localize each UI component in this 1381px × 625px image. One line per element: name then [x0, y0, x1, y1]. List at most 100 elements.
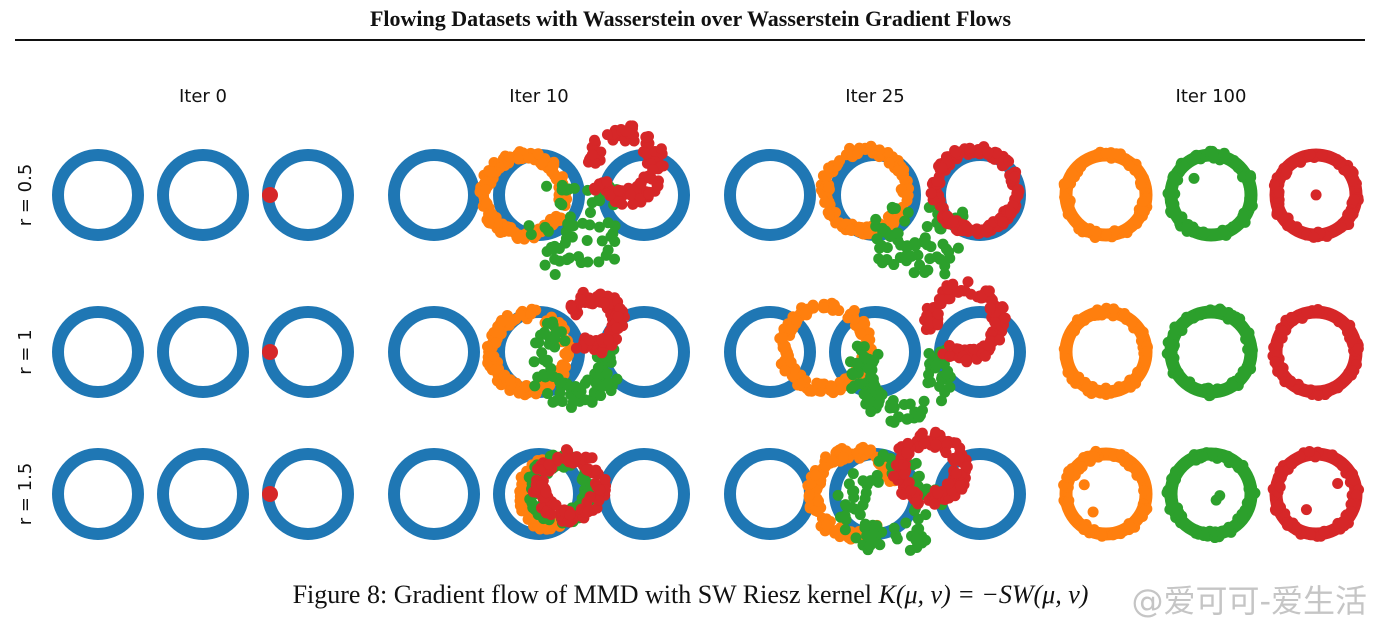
particle	[595, 146, 607, 158]
particle	[1178, 161, 1190, 173]
particle	[586, 197, 598, 209]
particle	[611, 322, 623, 334]
target-ring	[724, 306, 816, 398]
particle	[991, 147, 1003, 159]
particle	[1075, 159, 1087, 171]
particle	[1198, 529, 1210, 541]
particle	[1011, 190, 1023, 202]
particle	[582, 374, 594, 386]
particle	[586, 149, 598, 161]
particle	[559, 335, 571, 347]
particle	[1164, 196, 1176, 208]
particle	[1110, 148, 1122, 160]
particle	[1071, 314, 1083, 326]
particle	[570, 380, 582, 392]
particle	[882, 146, 894, 158]
particle	[1118, 310, 1130, 322]
particle	[989, 317, 1001, 329]
particle	[646, 173, 658, 185]
particle	[1069, 325, 1081, 337]
particle	[851, 357, 863, 369]
particle	[1090, 225, 1102, 237]
particle	[529, 380, 541, 392]
target-ring	[52, 306, 144, 398]
particle	[1336, 460, 1348, 472]
target-ring	[157, 306, 249, 398]
particle	[849, 503, 861, 515]
particle	[1078, 523, 1090, 535]
particle	[855, 443, 867, 455]
initial-particles	[262, 187, 278, 203]
particle	[1327, 309, 1339, 321]
particle	[581, 464, 593, 476]
particle	[1303, 445, 1315, 457]
particle	[960, 354, 972, 366]
particle	[785, 356, 797, 368]
particle	[635, 178, 647, 190]
particle	[859, 318, 871, 330]
particle	[490, 337, 502, 349]
particle	[1272, 366, 1284, 378]
particle	[603, 377, 615, 389]
caption-label: Figure 8:	[292, 580, 388, 609]
particle	[1198, 227, 1210, 239]
particle	[857, 475, 869, 487]
particle	[612, 311, 624, 323]
particle	[592, 362, 604, 374]
particle	[1131, 165, 1143, 177]
particle	[604, 189, 616, 201]
particle	[1345, 506, 1357, 518]
particle	[1276, 332, 1288, 344]
particle	[968, 343, 980, 355]
column-title: Iter 25	[845, 86, 904, 107]
particle	[874, 144, 886, 156]
particle	[584, 491, 596, 503]
particle	[1078, 479, 1090, 491]
particle	[1340, 372, 1352, 384]
particle	[901, 189, 913, 201]
particle	[1352, 343, 1364, 355]
initial-particles	[262, 344, 278, 360]
particle	[908, 267, 920, 279]
particle	[598, 297, 610, 309]
particle	[609, 220, 621, 232]
particle	[855, 327, 867, 339]
particle	[940, 447, 952, 459]
particle	[865, 371, 877, 383]
particle	[1285, 311, 1297, 323]
particle	[888, 218, 900, 230]
particle	[888, 259, 900, 271]
particle	[868, 379, 880, 391]
particle	[582, 256, 594, 268]
particle	[931, 251, 943, 263]
particle	[1318, 525, 1330, 537]
particle	[564, 509, 576, 521]
target-ring	[262, 306, 354, 398]
particle	[1062, 497, 1074, 509]
particle	[1121, 227, 1133, 239]
particle	[593, 256, 605, 268]
target-ring	[52, 448, 144, 540]
particle	[819, 196, 831, 208]
particle	[560, 444, 572, 456]
particle	[892, 227, 904, 239]
particle	[1087, 506, 1099, 518]
particle	[601, 129, 613, 141]
particle	[1246, 200, 1258, 212]
particle	[1348, 194, 1360, 206]
particle	[1312, 304, 1324, 316]
particle	[488, 350, 500, 362]
target-ring	[262, 149, 354, 241]
particle	[547, 160, 559, 172]
particle	[785, 323, 797, 335]
particle	[1109, 225, 1121, 237]
initial-particles	[262, 486, 278, 502]
particle	[1245, 488, 1257, 500]
particle	[910, 534, 922, 546]
particle	[1005, 206, 1017, 218]
particle	[921, 221, 933, 233]
particle	[821, 171, 833, 183]
particle	[848, 304, 860, 316]
target-ring	[157, 149, 249, 241]
particle	[817, 302, 829, 314]
